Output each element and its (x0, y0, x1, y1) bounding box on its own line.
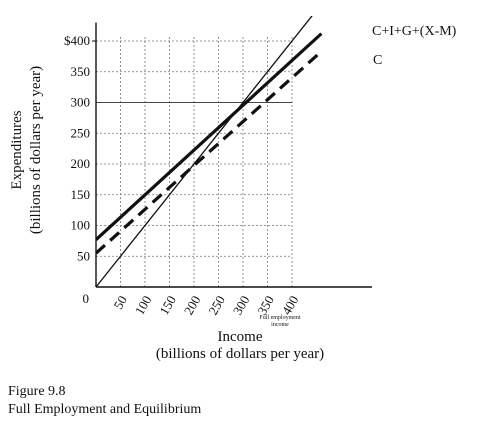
series-label-c-i-g-x-m-: C+I+G+(X-M) (372, 24, 457, 39)
series-lines (96, 16, 323, 287)
origin-label: 0 (83, 291, 90, 306)
x-tick-label-100: 100 (132, 293, 155, 317)
x-tick-label-50: 50 (111, 293, 130, 312)
series-line-c-i-g-x-m- (96, 32, 323, 241)
series-line-c (96, 50, 323, 255)
series-label-c: C (373, 53, 382, 68)
x-tick-label-300: 300 (230, 293, 253, 317)
figure-title: Full Employment and Equilibrium (8, 402, 202, 417)
x-tick-label-350: 350 (254, 293, 277, 317)
x-tick-label-150: 150 (156, 293, 179, 317)
x-axis-subtitle: (billions of dollars per year) (156, 346, 324, 362)
full-employment-annotation-line1: Full employment (259, 315, 300, 321)
x-tick-label-400: 400 (279, 293, 302, 317)
series-line-reference-45 (96, 16, 313, 287)
y-axis-title: Expenditures (9, 110, 25, 189)
y-tick-label-200: 200 (71, 156, 91, 171)
x-axis-title: Income (218, 329, 263, 345)
y-tick-label-300: 300 (71, 95, 91, 110)
grid (96, 37, 293, 287)
x-tick-label-250: 250 (205, 293, 228, 317)
figure-number: Figure 9.8 (8, 384, 66, 399)
y-tick-label-150: 150 (71, 187, 91, 202)
y-tick-label-250: 250 (71, 125, 91, 140)
y-tick-label-50: 50 (77, 248, 90, 263)
y-axis-subtitle: (billions of dollars per year) (28, 66, 44, 234)
y-tick-label-400: $400 (64, 33, 90, 48)
y-tick-label-100: 100 (71, 218, 91, 233)
axes (92, 22, 372, 288)
full-employment-annotation-line2: income (271, 322, 289, 328)
x-tick-label-200: 200 (181, 293, 204, 317)
series-labels: C+I+G+(X-M) C (372, 24, 457, 68)
y-tick-label-350: 350 (71, 64, 91, 79)
